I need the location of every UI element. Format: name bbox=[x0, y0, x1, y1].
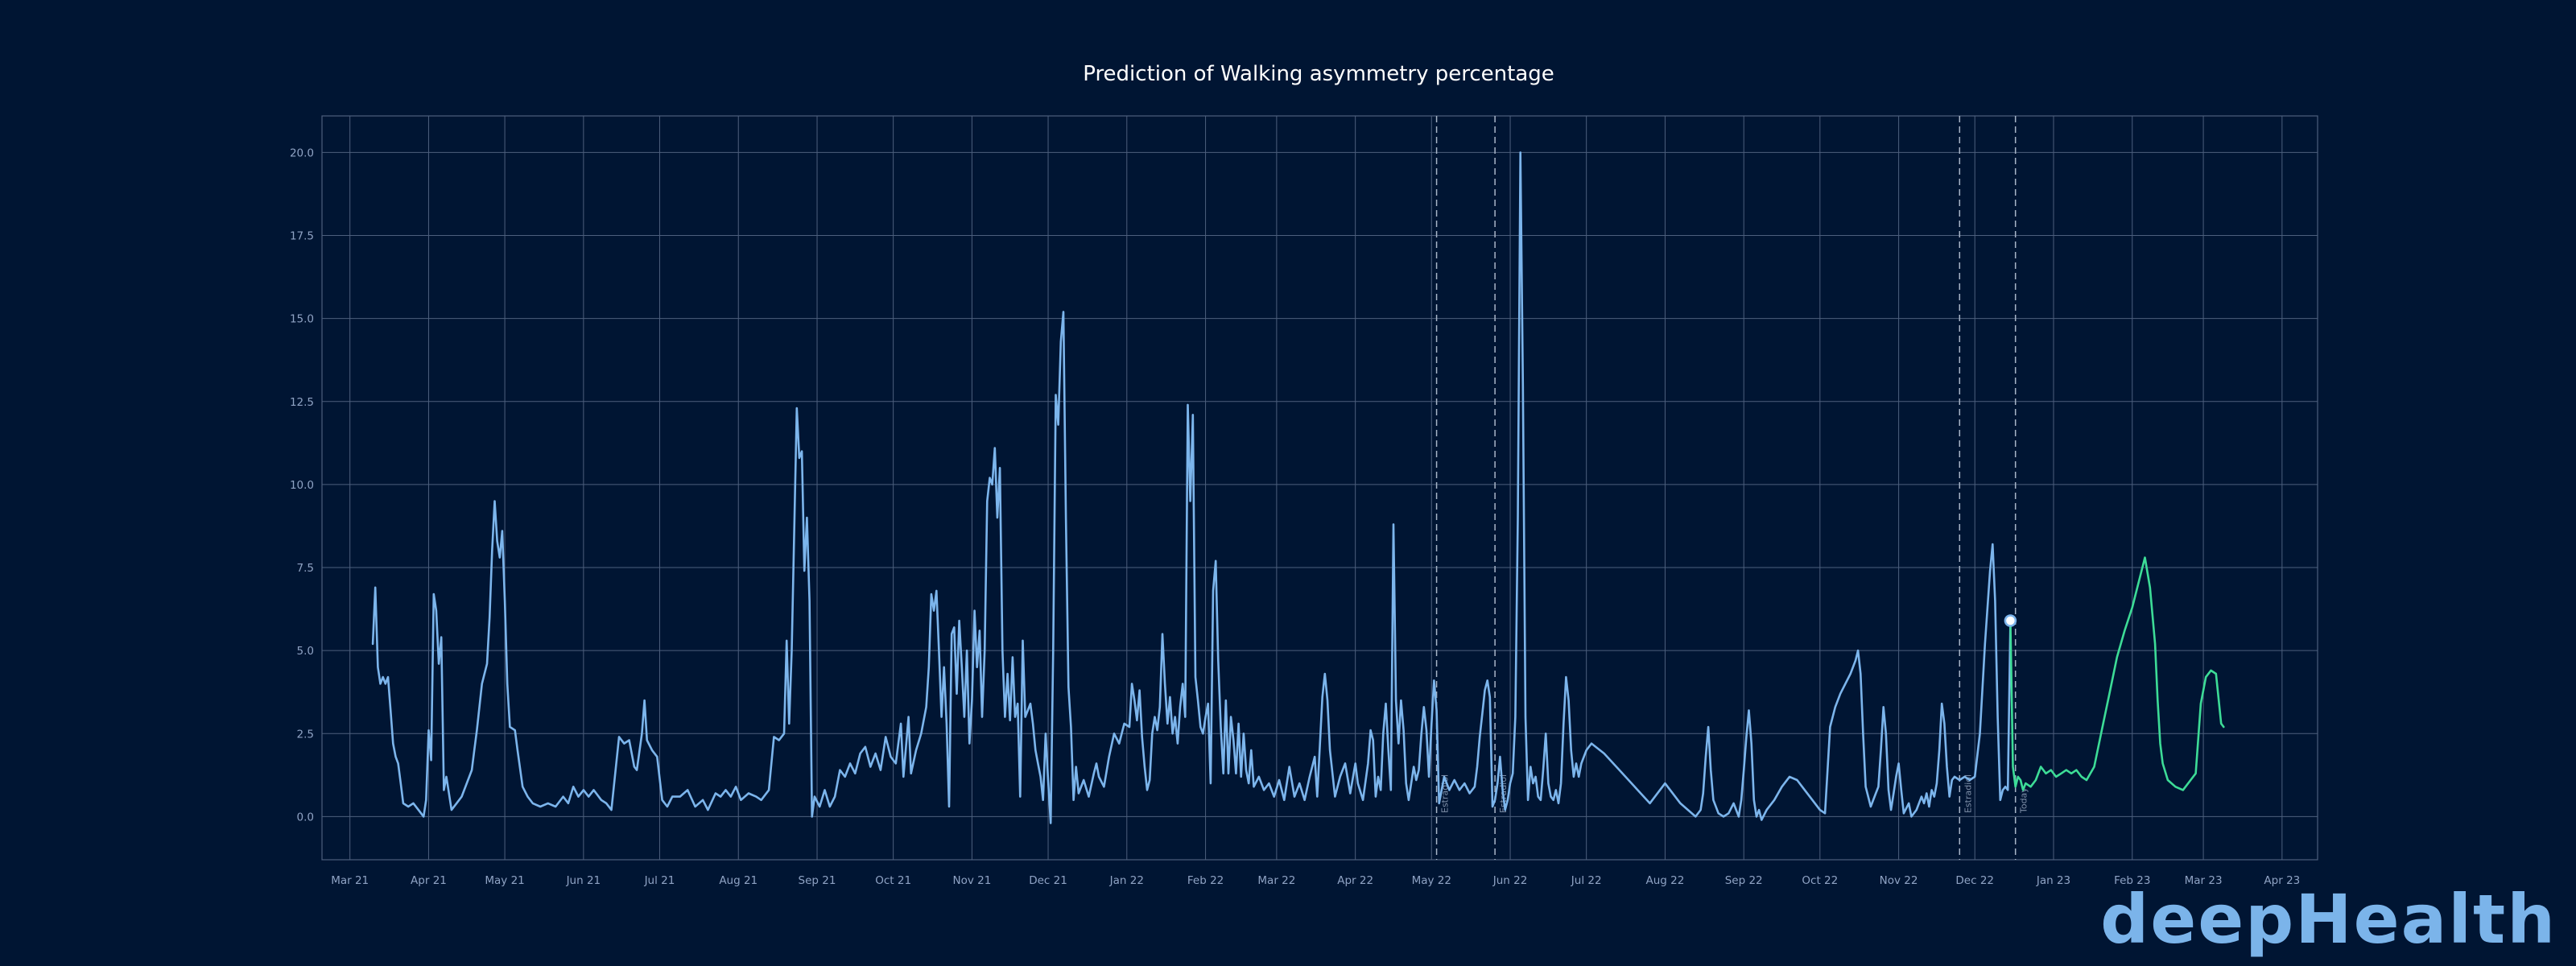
x-tick-label: Jan 22 bbox=[1109, 874, 1144, 887]
y-axis-ticks: 0.0 2.5 5.0 7.5 10.0 12.5 15.0 17.5 20.0 bbox=[290, 147, 314, 824]
grid bbox=[322, 116, 2318, 860]
y-tick-label: 12.5 bbox=[290, 396, 314, 409]
logo-text: deepHealth bbox=[2100, 880, 2557, 959]
x-tick-label: Feb 22 bbox=[1187, 874, 1224, 887]
plot-area bbox=[321, 115, 2318, 861]
prediction-series-line bbox=[2009, 556, 2225, 791]
y-tick-label: 20.0 bbox=[290, 147, 314, 159]
x-tick-label: Dec 21 bbox=[1029, 874, 1067, 887]
x-tick-label: Dec 22 bbox=[1955, 874, 1994, 887]
x-tick-label: Apr 21 bbox=[411, 874, 447, 887]
x-tick-label: Mar 22 bbox=[1257, 874, 1295, 887]
x-tick-label: Jan 23 bbox=[2036, 874, 2070, 887]
x-tick-label: Oct 21 bbox=[875, 874, 911, 887]
x-tick-label: Jun 21 bbox=[566, 874, 601, 887]
event-label: Estradiol bbox=[1963, 774, 1973, 813]
current-point-layer bbox=[2004, 614, 2017, 627]
chart-title: Prediction of Walking asymmetry percenta… bbox=[1083, 62, 1554, 86]
series-lines bbox=[371, 151, 2225, 824]
y-tick-label: 5.0 bbox=[297, 645, 314, 658]
y-tick-label: 10.0 bbox=[290, 479, 314, 492]
x-tick-label: Jul 22 bbox=[1571, 874, 1602, 887]
deephealth-logo: deepHealth bbox=[2100, 886, 2557, 953]
x-tick-label: Mar 21 bbox=[331, 874, 369, 887]
x-tick-label: Sep 21 bbox=[799, 874, 836, 887]
y-tick-label: 15.0 bbox=[290, 313, 314, 326]
x-tick-label: Sep 22 bbox=[1725, 874, 1763, 887]
x-tick-label: Feb 23 bbox=[2114, 874, 2150, 887]
x-tick-label: Mar 23 bbox=[2185, 874, 2223, 887]
x-tick-label: Jun 22 bbox=[1492, 874, 1528, 887]
event-label: Today bbox=[2019, 787, 2029, 814]
historical-series-line bbox=[371, 151, 2012, 824]
x-tick-label: Aug 21 bbox=[719, 874, 758, 887]
x-tick-label: Nov 21 bbox=[952, 874, 991, 887]
y-tick-label: 17.5 bbox=[290, 230, 314, 243]
x-tick-label: May 21 bbox=[485, 874, 524, 887]
x-tick-label: Nov 22 bbox=[1880, 874, 1918, 887]
x-tick-label: Jul 21 bbox=[644, 874, 675, 887]
y-tick-label: 0.0 bbox=[297, 811, 314, 824]
x-tick-label: May 22 bbox=[1412, 874, 1451, 887]
current-point-marker bbox=[2004, 614, 2017, 627]
x-tick-label: Aug 22 bbox=[1646, 874, 1685, 887]
x-axis-ticks: Mar 21 Apr 21 May 21 Jun 21 Jul 21 Aug 21 Sep … bbox=[331, 874, 2300, 887]
x-tick-label: Apr 22 bbox=[1337, 874, 1373, 887]
y-tick-label: 2.5 bbox=[297, 728, 314, 741]
x-tick-label: Oct 22 bbox=[1802, 874, 1838, 887]
y-tick-label: 7.5 bbox=[297, 562, 314, 575]
x-tick-label: Apr 23 bbox=[2264, 874, 2300, 887]
